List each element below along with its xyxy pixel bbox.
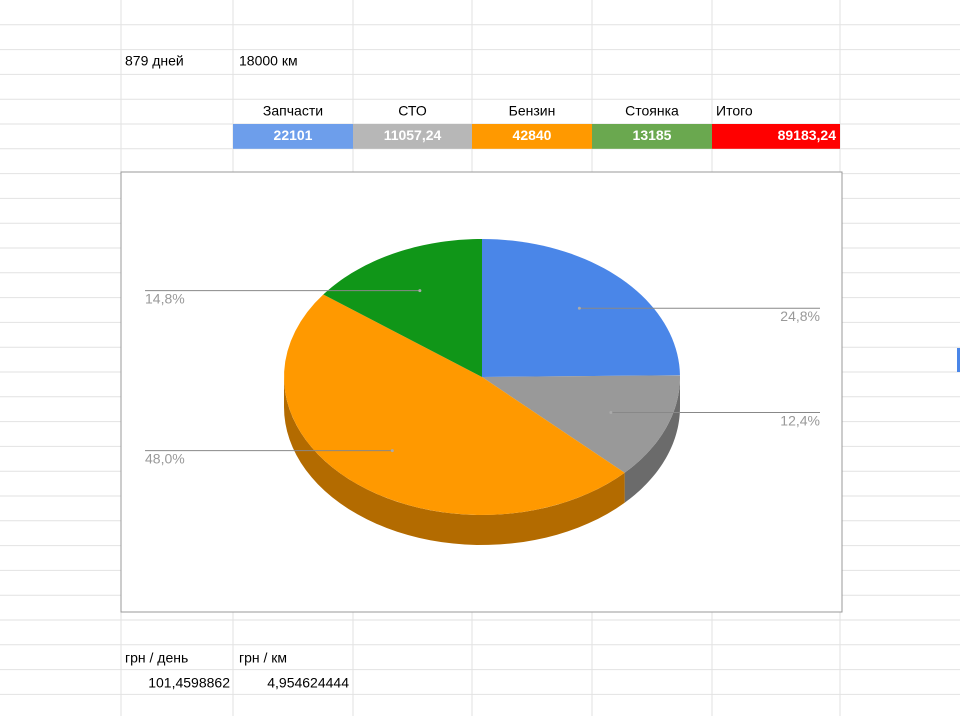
slice-side (284, 377, 625, 545)
cell-value: 13185 (633, 127, 672, 143)
pie-slice (482, 375, 680, 473)
pie-labels: 24,8% 12,4% 48,0% 14,8% (145, 289, 820, 466)
column-header: Бензин (509, 102, 556, 118)
value-cell (472, 124, 592, 149)
column-header: Итого (716, 102, 753, 118)
cell-text: 4,954624444 (267, 675, 349, 691)
slice-label: 24,8% (780, 308, 820, 324)
cell-text: 879 дней (125, 53, 184, 69)
leader-dot (577, 306, 581, 310)
cell-value: 42840 (513, 127, 552, 143)
slice-side (624, 377, 680, 503)
slice-label: 14,8% (145, 290, 185, 306)
column-header: Стоянка (625, 102, 679, 118)
leader-dot (418, 289, 422, 293)
pie-slice (323, 239, 482, 377)
cell-value: 22101 (274, 127, 313, 143)
column-header: Запчасти (263, 102, 323, 118)
pie-slice (284, 294, 625, 515)
cell-text: грн / день (125, 650, 188, 666)
cell-text: 18000 км (239, 53, 298, 69)
value-cell (233, 124, 353, 149)
cell-value: 11057,24 (384, 127, 442, 143)
value-cell (712, 124, 840, 149)
cell-text: грн / км (239, 650, 287, 666)
value-cell (353, 124, 472, 149)
pie-sides (284, 377, 680, 545)
slice-label: 12,4% (780, 412, 820, 428)
scroll-marker (957, 348, 960, 372)
pie-tops (284, 239, 680, 515)
column-header: СТО (398, 102, 427, 118)
leader-dot (609, 411, 613, 415)
value-cell (592, 124, 712, 149)
cell-value: 89183,24 (778, 127, 837, 143)
slice-label: 48,0% (145, 450, 185, 466)
leader-dot (390, 449, 394, 453)
cell-text: 101,4598862 (148, 675, 230, 691)
